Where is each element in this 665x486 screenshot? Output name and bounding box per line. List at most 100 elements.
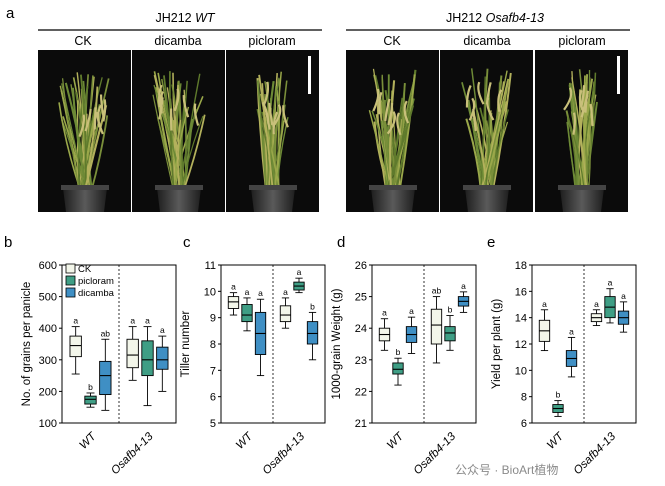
legend-entry: CK: [78, 264, 92, 275]
box-picloram-WT: b: [392, 347, 404, 386]
box-picloram-Osafb4-13: a: [604, 278, 616, 324]
significance-letter: a: [283, 287, 288, 297]
significance-letter: a: [245, 287, 250, 297]
mutant-title: JH212 Osafb4-13: [446, 11, 544, 25]
rice-panicle: [261, 101, 270, 125]
rice-leaf: [580, 78, 594, 191]
rice-leaf: [568, 121, 585, 191]
rice-panicle: [182, 95, 190, 118]
rice-panicle: [465, 85, 472, 108]
y-axis-label: No. of grains per panicle: [21, 282, 33, 407]
plant-photo: [38, 50, 131, 212]
rice-leaves: [563, 69, 598, 191]
rice-panicle: [589, 103, 594, 127]
plant-photos: [38, 50, 628, 212]
significance-letter: a: [231, 282, 236, 292]
box-dicamba-WT: a: [405, 306, 418, 354]
legend-entry: picloram: [78, 276, 114, 287]
significance-letter: a: [130, 316, 135, 326]
y-tick-label: 6: [521, 418, 527, 430]
pot: [465, 188, 509, 212]
rice-leaf: [484, 88, 491, 191]
plant-photo: [535, 50, 628, 212]
rice-panicle: [378, 91, 383, 115]
rice-panicle: [93, 107, 97, 130]
rice-panicle: [158, 84, 163, 108]
rice-leaf: [273, 120, 285, 191]
box-dicamba-Osafb4-13: a: [617, 291, 630, 333]
wt-dicamba-label: dicamba: [154, 34, 201, 48]
wt-ck-label: CK: [74, 34, 92, 48]
box-body: [444, 326, 456, 342]
rice-panicle: [580, 94, 589, 118]
rice-leaf: [79, 74, 87, 191]
box-body: [392, 362, 404, 375]
plant-photo: [440, 50, 533, 212]
rice-panicle: [486, 97, 495, 121]
pot: [560, 188, 604, 212]
rice-panicle: [403, 100, 410, 124]
pot-rim: [155, 185, 203, 190]
scale-bar: [308, 56, 311, 94]
significance-letter: b: [448, 305, 453, 315]
box-dicamba-Osafb4-13: a: [156, 325, 169, 392]
rice-leaf: [152, 94, 174, 191]
pot: [157, 188, 201, 212]
rice-leaves: [58, 72, 110, 191]
box-CK-Osafb4-13: ab: [430, 286, 443, 364]
y-tick-label: 500: [39, 292, 57, 304]
rice-leaf: [566, 121, 577, 191]
rice-leaf: [571, 77, 588, 191]
panel-c-label: c: [183, 234, 191, 251]
rice-panicle: [263, 81, 270, 105]
rice-panicle: [99, 94, 105, 117]
pot-rim: [463, 185, 511, 190]
y-tick-label: 23: [355, 355, 367, 367]
y-tick-label: 10: [515, 365, 527, 377]
box-dicamba-WT: ab: [99, 328, 112, 411]
rice-panicle: [572, 112, 576, 135]
significance-letter: a: [382, 308, 387, 318]
legend-swatch: [65, 275, 76, 286]
x-category-label: WT: [77, 430, 99, 452]
panel-e: e 6 8 10 12 14 16 18 Yield per plant (g) WT Osafb4…: [487, 234, 637, 477]
box-CK-WT: a: [538, 299, 551, 352]
box-picloram-Osafb4-13: a: [293, 267, 305, 294]
significance-letter: a: [594, 299, 599, 309]
rice-leaf: [588, 118, 592, 191]
rice-leaf: [391, 83, 406, 191]
rice-leaf: [61, 78, 80, 191]
y-tick-label: 100: [39, 418, 57, 430]
box-body: [241, 304, 253, 323]
rice-panicle: [477, 81, 485, 105]
rice-leaf: [381, 120, 394, 191]
rice-leaf: [266, 85, 277, 191]
panel-d: d 21 22 23 24 25 26 1000-grain Weight (g) WT Osaf…: [331, 234, 477, 477]
box-CK-Osafb4-13: a: [590, 299, 603, 327]
box-body: [306, 321, 319, 345]
significance-letter: b: [88, 382, 93, 392]
rice-panicle: [387, 102, 394, 126]
box-body: [156, 346, 169, 370]
box-CK-WT: a: [378, 308, 391, 351]
plant-photo: [346, 50, 439, 212]
panel-b: b 100 200 300 400 500 600 No. of grains per pan…: [4, 234, 177, 477]
rice-panicle: [97, 104, 102, 128]
box-body: [126, 338, 139, 369]
y-axis-label: Tiller number: [180, 310, 192, 377]
rice-panicle: [158, 97, 164, 120]
y-tick-label: 8: [521, 392, 527, 404]
x-category-label: WT: [545, 430, 567, 452]
rice-leaf: [388, 102, 399, 191]
x-category-label: Osafb4-13: [572, 430, 619, 477]
y-tick-label: 6: [210, 392, 216, 404]
box-CK-WT: a: [227, 282, 240, 316]
y-tick-label: 14: [515, 313, 527, 325]
box-body: [84, 395, 97, 405]
significance-letter: b: [556, 390, 561, 400]
scale-bar: [617, 56, 620, 94]
y-tick-label: 9: [210, 313, 216, 325]
y-tick-label: 25: [355, 292, 367, 304]
pot: [63, 188, 107, 212]
